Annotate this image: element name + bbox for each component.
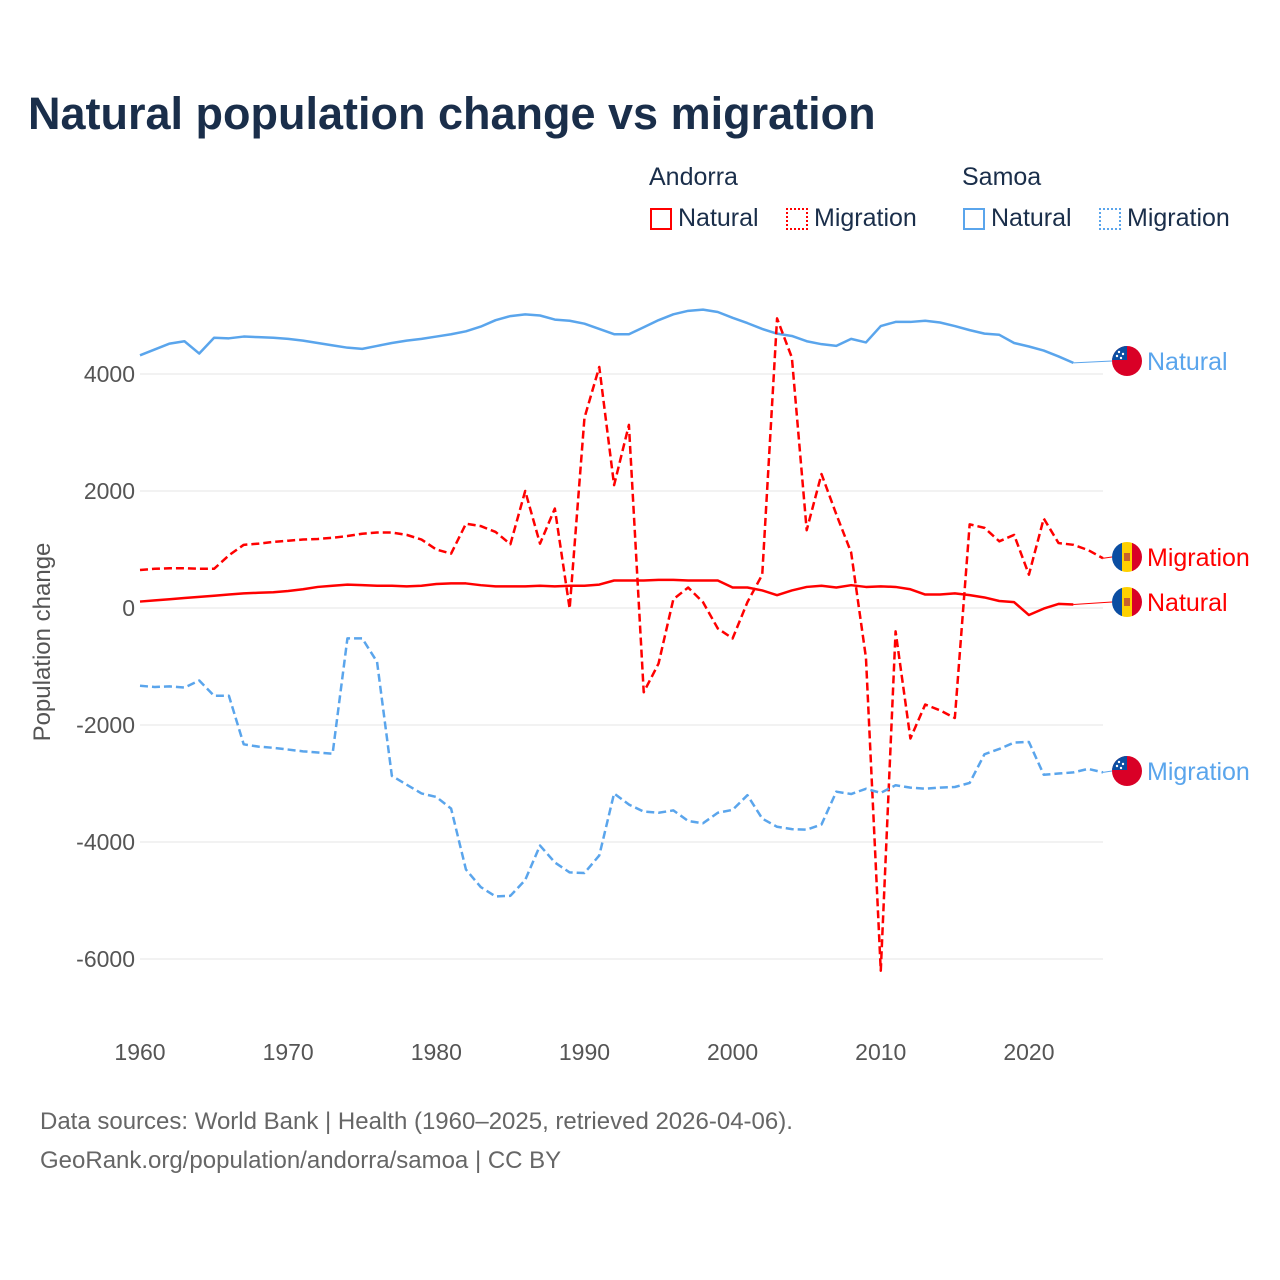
series-line-andorra-natural <box>139 578 1074 617</box>
label-connector <box>1102 556 1113 559</box>
y-tick-label: 2000 <box>84 478 135 504</box>
legend-label: Natural <box>991 204 1072 232</box>
legend-samoa-natural[interactable]: Natural <box>963 204 1072 233</box>
x-tick-label: 1980 <box>411 1039 462 1065</box>
series-end-label: Migration <box>1147 544 1250 572</box>
label-connector <box>1073 601 1113 605</box>
footer-sources: Data sources: World Bank | Health (1960–… <box>40 1108 793 1135</box>
andorra-flag-icon <box>1112 587 1142 617</box>
legend-group-samoa: Samoa <box>962 163 1042 191</box>
legend-group-andorra: Andorra <box>649 163 738 191</box>
legend-andorra-migration[interactable]: Migration <box>786 204 917 233</box>
legend-swatch-dotted <box>786 207 808 230</box>
x-tick-label: 2000 <box>707 1039 758 1065</box>
x-tick-label: 2020 <box>1003 1039 1054 1065</box>
y-tick-label: -6000 <box>76 946 135 972</box>
x-tick-label: 1970 <box>263 1039 314 1065</box>
andorra-flag-icon <box>1112 542 1142 572</box>
x-tick-label: 1990 <box>559 1039 610 1065</box>
footer-attribution: GeoRank.org/population/andorra/samoa | C… <box>40 1147 562 1174</box>
y-tick-label: 0 <box>122 595 135 621</box>
samoa-flag-icon <box>1112 756 1142 786</box>
x-tick-label: 2010 <box>855 1039 906 1065</box>
y-tick-label: 4000 <box>84 361 135 387</box>
legend-label: Migration <box>1127 204 1230 232</box>
legend-swatch-solid <box>963 207 985 230</box>
series-line-samoa-migration <box>139 637 1104 898</box>
legend-swatch-solid <box>650 207 672 230</box>
series-end-label: Natural <box>1147 348 1228 376</box>
legend-andorra-natural[interactable]: Natural <box>650 204 759 233</box>
series-line-andorra-migration <box>139 317 1104 972</box>
series-end-label: Natural <box>1147 589 1228 617</box>
series-line-samoa-natural <box>139 308 1074 365</box>
series-end-label: Migration <box>1147 758 1250 786</box>
y-tick-label: -4000 <box>76 829 135 855</box>
legend-samoa-migration[interactable]: Migration <box>1099 204 1230 233</box>
y-tick-label: -2000 <box>76 712 135 738</box>
samoa-flag-icon <box>1112 346 1142 376</box>
legend-label: Natural <box>678 204 759 232</box>
label-connector <box>1073 360 1113 364</box>
x-tick-label: 1960 <box>114 1039 165 1065</box>
label-connector <box>1102 770 1113 773</box>
chart-title: Natural population change vs migration <box>28 88 876 139</box>
y-axis-label: Population change <box>29 543 56 742</box>
legend-swatch-dotted <box>1099 207 1121 230</box>
legend-label: Migration <box>814 204 917 232</box>
